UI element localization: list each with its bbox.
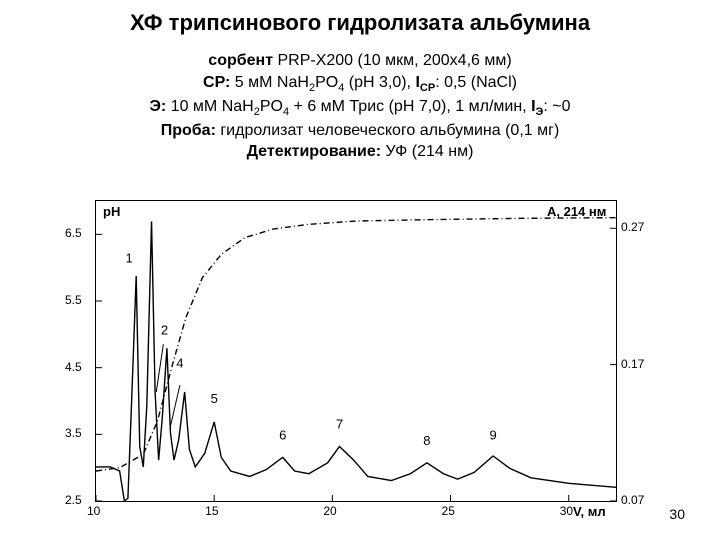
chart-svg: 123456789 bbox=[96, 201, 616, 501]
x-tick: 15 bbox=[205, 504, 218, 518]
x-tick: 10 bbox=[87, 504, 100, 518]
param-line-sr: СР: 5 мМ NaH2PO4 (рН 3,0), IСР: 0,5 (NaC… bbox=[0, 72, 720, 96]
y-right-label: A, 214 нм bbox=[547, 204, 606, 219]
x-tick: 30 bbox=[560, 504, 573, 518]
param-line-detection: Детектирование: УФ (214 нм) bbox=[0, 141, 720, 163]
param-line-e: Э: 10 мМ NaH2PO4 + 6 мМ Трис (рН 7,0), 1… bbox=[0, 96, 720, 120]
y-left-tick: 6.5 bbox=[65, 226, 82, 240]
y-left-tick: 3.5 bbox=[65, 426, 82, 440]
parameter-block: сорбент PRP-X200 (10 мкм, 200х4,6 мм) СР… bbox=[0, 50, 720, 163]
param-line-sample: Проба: гидролизат человеческого альбумин… bbox=[0, 120, 720, 142]
slide-title: ХФ трипсинового гидролизата альбумина bbox=[0, 10, 720, 36]
svg-text:5: 5 bbox=[211, 391, 218, 406]
page-number: 30 bbox=[669, 506, 685, 522]
y-left-label: рН bbox=[103, 204, 120, 219]
y-right-tick: 0.07 bbox=[621, 493, 644, 507]
svg-text:8: 8 bbox=[423, 433, 430, 448]
y-left-tick: 5.5 bbox=[65, 293, 82, 307]
svg-text:1: 1 bbox=[125, 250, 132, 265]
svg-text:7: 7 bbox=[336, 417, 343, 432]
x-tick: 20 bbox=[323, 504, 336, 518]
y-left-tick: 4.5 bbox=[65, 360, 82, 374]
svg-text:4: 4 bbox=[176, 355, 183, 370]
y-left-tick: 2.5 bbox=[65, 493, 82, 507]
chromatogram-chart: 123456789 bbox=[95, 200, 617, 502]
svg-text:9: 9 bbox=[489, 428, 496, 443]
x-tick: 25 bbox=[442, 504, 455, 518]
x-axis-label: V, мл bbox=[573, 504, 606, 519]
param-line-sorbent: сорбент PRP-X200 (10 мкм, 200х4,6 мм) bbox=[0, 50, 720, 72]
svg-text:2: 2 bbox=[161, 323, 168, 338]
svg-text:6: 6 bbox=[279, 428, 286, 443]
y-right-tick: 0.27 bbox=[621, 220, 644, 234]
y-right-tick: 0.17 bbox=[621, 357, 644, 371]
